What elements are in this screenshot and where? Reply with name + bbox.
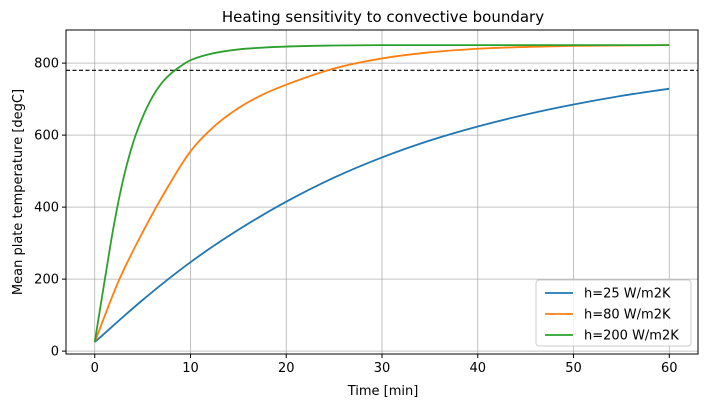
series-line-0 — [94, 87, 670, 343]
legend-label: h=80 W/m2K — [584, 308, 671, 323]
series-line-1 — [93, 44, 670, 343]
y-tick-label: 400 — [34, 201, 59, 216]
legend-label: h=25 W/m2K — [584, 287, 671, 302]
chart-title: Heating sensitivity to convective bounda… — [222, 8, 544, 26]
x-tick-label: 10 — [182, 361, 199, 376]
x-tick-label: 60 — [661, 361, 678, 376]
legend: h=25 W/m2K h=80 W/m2K h=200 W/m2K — [535, 279, 692, 347]
x-tick-label: 0 — [91, 361, 99, 376]
x-axis-label: Time [min] — [347, 384, 419, 399]
x-tick-label: 40 — [469, 361, 486, 376]
x-tick-label: 20 — [278, 361, 295, 376]
x-tick-label: 50 — [565, 361, 582, 376]
y-tick-label: 200 — [34, 273, 59, 288]
x-tick-label: 30 — [374, 361, 391, 376]
series-line-2 — [93, 44, 670, 343]
series-layer — [93, 44, 670, 343]
y-tick-label: 600 — [34, 129, 59, 144]
y-tick-label: 0 — [51, 345, 59, 360]
legend-box — [535, 279, 692, 347]
y-axis-label: Mean plate temperature [degC] — [11, 89, 26, 295]
y-tick-label: 800 — [34, 57, 59, 72]
legend-label: h=200 W/m2K — [584, 329, 679, 344]
